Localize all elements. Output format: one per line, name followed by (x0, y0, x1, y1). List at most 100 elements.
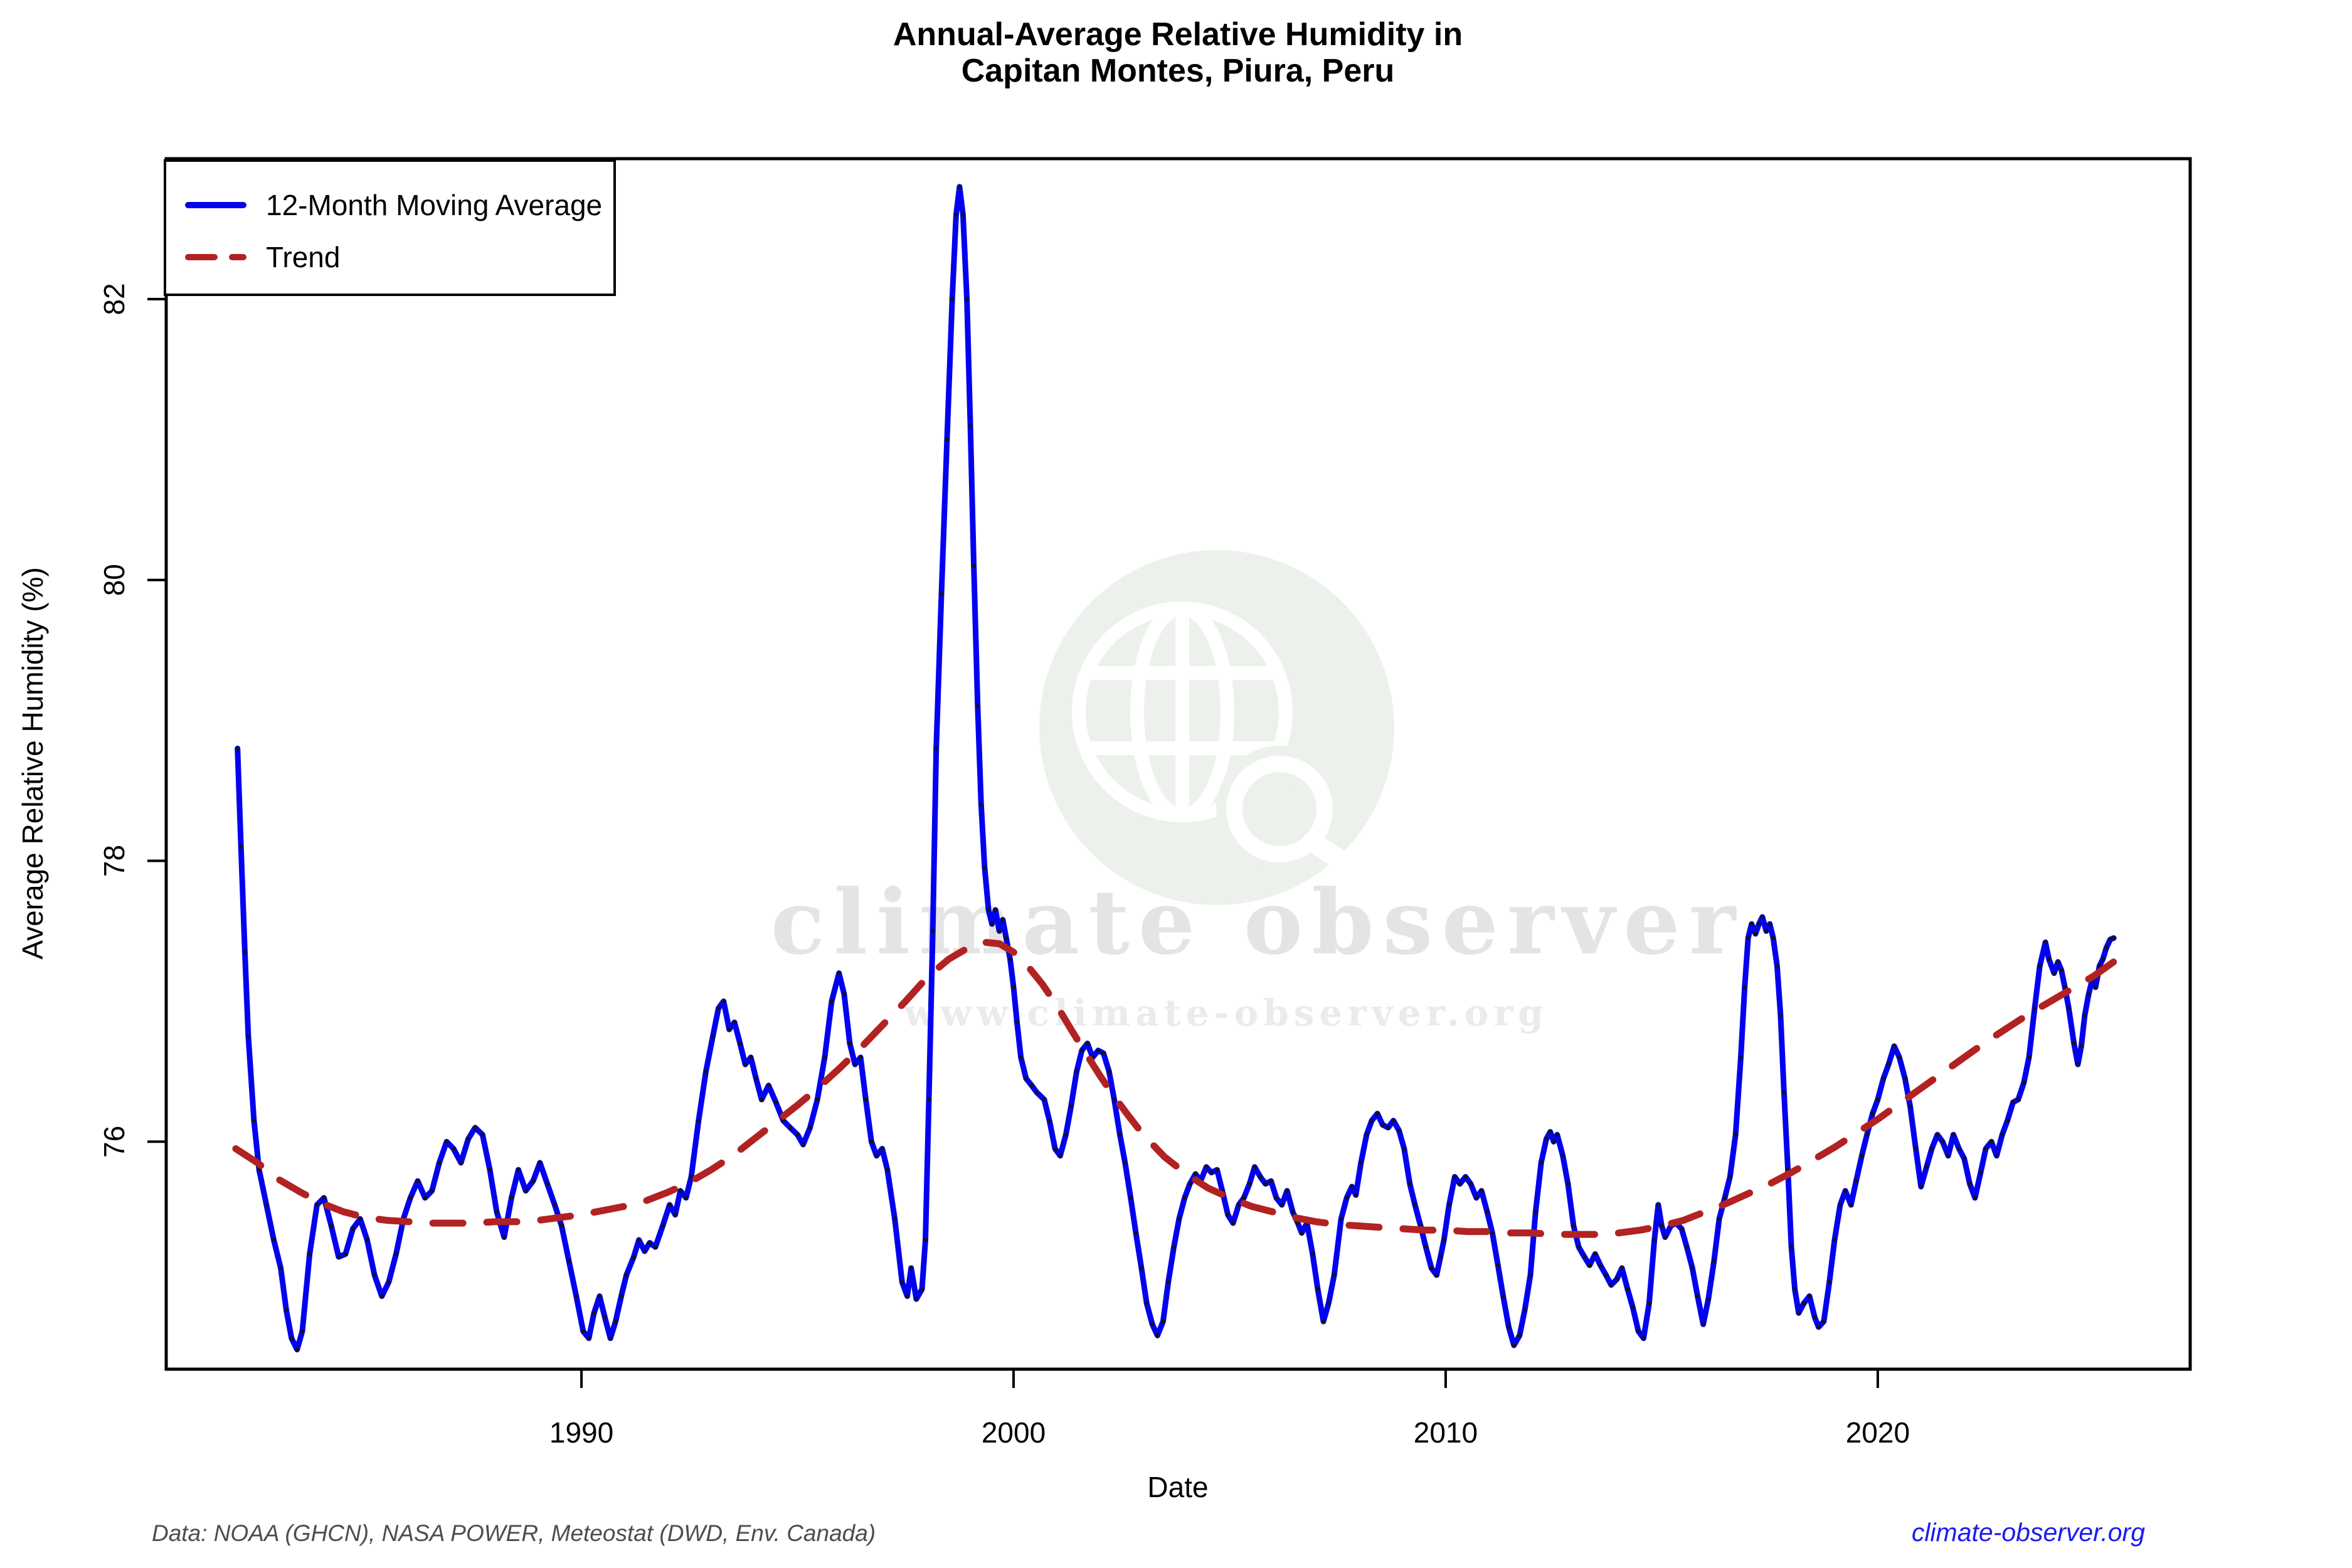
data-point-marker (415, 1179, 420, 1184)
data-point-marker (931, 929, 935, 933)
y-axis-title: Average Relative Humidity (%) (16, 567, 49, 960)
data-point-marker (1058, 1153, 1062, 1158)
data-point-marker (704, 1069, 708, 1074)
data-point-marker (487, 1167, 492, 1172)
legend-label: 12-Month Moving Average (266, 189, 602, 221)
data-point-marker (1133, 1231, 1138, 1236)
data-point-marker (1892, 1044, 1897, 1049)
data-point-marker (1528, 1273, 1533, 1278)
data-point-marker (394, 1252, 398, 1256)
data-point-marker (444, 1140, 449, 1144)
data-point-marker (1816, 1325, 1821, 1329)
data-point-marker (1079, 1048, 1084, 1053)
data-point-marker (1438, 1254, 1443, 1259)
data-point-marker (1587, 1263, 1592, 1268)
data-point-marker (2075, 1062, 2080, 1067)
data-point-marker (2026, 1055, 2032, 1060)
data-point-marker (1983, 1147, 1988, 1151)
data-point-marker (1150, 1322, 1155, 1327)
globe-magnifier-icon (1072, 601, 1351, 872)
data-point-marker (1177, 1217, 1182, 1221)
data-point-marker (748, 1055, 753, 1060)
data-point-marker (1849, 1202, 1853, 1207)
watermark: climate observer www.climate-observer.or… (771, 550, 1735, 1034)
data-point-marker (721, 999, 726, 1004)
data-point-marker (1946, 1153, 1951, 1158)
data-point-marker (647, 1241, 652, 1245)
data-point-marker (990, 922, 994, 926)
series-line-dashed (232, 938, 2119, 1238)
data-point-marker (1522, 1308, 1527, 1313)
data-point-marker (1886, 1062, 1891, 1067)
data-point-marker (982, 866, 987, 870)
data-point-marker (1248, 1182, 1252, 1186)
data-point-marker (1145, 1301, 1149, 1305)
data-point-marker (1442, 1237, 1446, 1242)
data-point-marker (1182, 1195, 1187, 1200)
data-point-marker (1789, 1245, 1794, 1249)
data-point-marker (900, 1280, 904, 1285)
data-point-marker (1782, 1090, 1786, 1095)
data-point-marker (1685, 1245, 1689, 1249)
x-tick-label: 1990 (549, 1416, 613, 1449)
data-point-marker (1767, 922, 1772, 926)
data-point-marker (430, 1189, 434, 1193)
data-point-marker (2108, 937, 2112, 942)
data-point-marker (358, 1217, 363, 1221)
data-point-marker (264, 1202, 268, 1207)
y-tick-label: 82 (98, 283, 130, 315)
data-point-marker (2086, 992, 2091, 997)
data-point-marker (1679, 1226, 1684, 1231)
data-point-marker (1728, 1175, 1732, 1179)
data-point-marker (1310, 1252, 1315, 1256)
data-point-marker (619, 1294, 623, 1298)
data-point-marker (864, 1097, 868, 1102)
site-link: climate-observer.org (1911, 1518, 2145, 1547)
data-point-marker (2100, 957, 2105, 961)
data-point-marker (1968, 1182, 1972, 1186)
data-point-marker (934, 746, 938, 751)
data-point-marker (1690, 1266, 1695, 1271)
data-point-marker (847, 1041, 852, 1046)
data-point-marker (494, 1210, 499, 1214)
data-point-marker (1391, 1118, 1396, 1123)
data-point-marker (874, 1153, 879, 1158)
data-point-marker (689, 1175, 694, 1179)
data-point-marker (923, 1237, 928, 1242)
data-source-note: Data: NOAA (GHCN), NASA POWER, Meteostat… (152, 1520, 876, 1546)
data-point-marker (1746, 936, 1751, 940)
data-point-marker (1424, 1245, 1428, 1249)
data-point-marker (1908, 1104, 1912, 1109)
data-point-marker (1458, 1182, 1462, 1186)
data-point-marker (684, 1195, 689, 1200)
data-point-marker (869, 1140, 874, 1144)
data-point-marker (300, 1329, 305, 1333)
data-point-marker (1490, 1231, 1495, 1236)
data-point-marker (272, 1237, 276, 1242)
data-point-marker (1778, 1013, 1783, 1018)
data-point-marker (1112, 1097, 1116, 1102)
data-point-marker (766, 1083, 771, 1088)
data-point-marker (1064, 1132, 1068, 1137)
data-point-marker (1008, 957, 1012, 961)
data-point-marker (1663, 1235, 1668, 1239)
data-point-marker (2072, 1041, 2076, 1046)
data-point-marker (1296, 1221, 1300, 1226)
data-point-marker (1860, 1153, 1864, 1158)
data-point-marker (2032, 1006, 2037, 1010)
data-point-marker (538, 1160, 543, 1165)
data-point-marker (1534, 1210, 1538, 1214)
data-point-marker (1407, 1182, 1412, 1186)
page-title-line1: Annual-Average Relative Humidity in (893, 16, 1463, 53)
data-point-marker (597, 1294, 602, 1298)
data-point-marker (509, 1195, 514, 1200)
data-point-marker (1024, 1076, 1029, 1081)
data-point-marker (1359, 1160, 1364, 1165)
data-point-marker (1832, 1237, 1837, 1242)
data-point-marker (1290, 1210, 1295, 1214)
data-point-marker (1263, 1182, 1268, 1186)
data-point-marker (1807, 1294, 1812, 1298)
data-point-marker (1118, 1132, 1122, 1137)
data-point-marker (295, 1347, 299, 1352)
data-point-marker (1236, 1202, 1241, 1207)
